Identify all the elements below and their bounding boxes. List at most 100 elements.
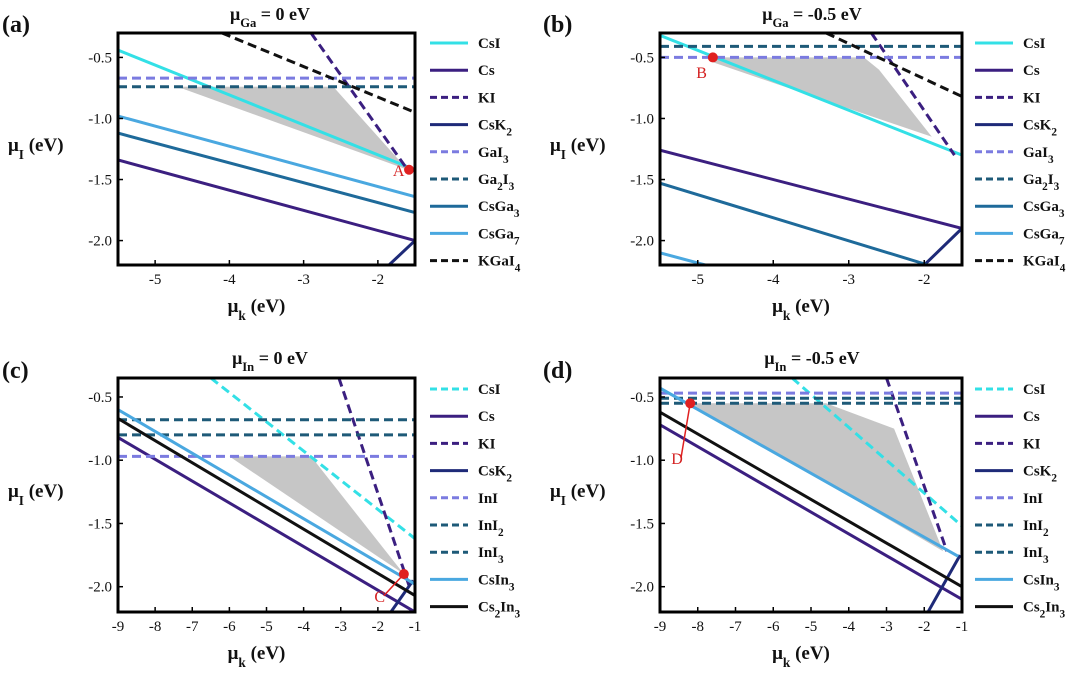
series-line-KI — [885, 378, 949, 552]
point-label-B: B — [696, 65, 707, 82]
series-line-CsIn3 — [660, 386, 959, 558]
y-tick-label: -1.5 — [630, 173, 654, 189]
legend-label-InI2: InI2 — [478, 518, 504, 539]
x-tick-label: -2 — [918, 272, 931, 288]
series-line-KI — [870, 33, 956, 156]
x-tick-label: -8 — [149, 619, 162, 635]
panel-title: μIn = -0.5 eV — [764, 348, 859, 374]
legend-label-KGaI4: KGaI4 — [1023, 254, 1066, 275]
panel-b: (b) μGa = -0.5 eV B -5 -4 -3 -2 -0.5 -1.0 -1.5 -2.… — [543, 4, 1066, 323]
x-tick-label: -2 — [372, 272, 385, 288]
series-line-KGaI4 — [221, 33, 415, 114]
series-line-CsGa7 — [660, 251, 706, 265]
y-tick-label: -0.5 — [88, 390, 112, 406]
series-line-CsI — [660, 34, 962, 157]
x-tick-label: -5 — [260, 619, 273, 635]
y-axis-title: μI (eV) — [8, 481, 64, 508]
y-tick-label: -1.5 — [88, 173, 112, 189]
legend-label-CsK2: CsK2 — [1023, 118, 1057, 139]
series-line-CsI — [118, 48, 415, 172]
series-line-CsK2 — [389, 579, 415, 612]
point-A — [404, 164, 415, 175]
y-tick-label: -2.0 — [630, 580, 654, 596]
x-tick-label: -4 — [843, 619, 856, 635]
series-line-Cs — [118, 158, 415, 243]
x-tick-label: -5 — [692, 272, 705, 288]
legend-label-InI: InI — [1023, 491, 1043, 507]
x-tick-label: -6 — [223, 619, 236, 635]
legend-label-CsIn3: CsIn3 — [478, 572, 515, 593]
point-leader-D — [680, 403, 691, 459]
legend-label-CsGa3: CsGa3 — [478, 199, 520, 220]
panel-title: μIn = 0 eV — [232, 348, 308, 374]
legend-label-CsGa7: CsGa7 — [478, 226, 520, 247]
panel-c: (c) μIn = 0 eV C -9 -8 -7 -6 -5 -4 -3 -2 -1 -0.5 -1.0… — [2, 348, 520, 670]
legend-label-Cs: Cs — [478, 63, 495, 79]
legend-label-Cs2In3: Cs2In3 — [1023, 600, 1065, 621]
plot-frame — [116, 376, 417, 614]
x-tick-label: -5 — [805, 619, 818, 635]
y-tick-label: -1.0 — [88, 111, 112, 127]
plot-frame — [658, 31, 964, 267]
legend-label-KGaI4: KGaI4 — [478, 254, 521, 275]
series-line-Cs2In3 — [118, 417, 415, 597]
legend-label-CsIn3: CsIn3 — [1023, 572, 1060, 593]
x-tick-label: -4 — [297, 619, 310, 635]
panel-label: (b) — [543, 12, 572, 38]
legend-label-GaI3: GaI3 — [1023, 145, 1054, 166]
y-tick-label: -1.0 — [88, 453, 112, 469]
legend-label-KI: KI — [1023, 436, 1041, 452]
x-tick-label: -5 — [149, 272, 162, 288]
series-line-CsK2 — [387, 239, 415, 265]
series-line-CsK2 — [926, 554, 962, 612]
panel-d: (d) μIn = -0.5 eV D -9 -8 -7 -6 -5 -4 -3 -2 -1 -0.5 -… — [543, 348, 1065, 670]
series-line-Cs — [660, 148, 962, 230]
legend: CsI Cs KI CsK2 GaI3 Ga2I3 CsGa3 CsGa7 KGaI4 — [975, 36, 1066, 275]
plot-area — [118, 378, 415, 612]
legend: CsI Cs KI CsK2 InI InI2 InI3 CsIn3 Cs2In3 — [975, 382, 1065, 621]
point-C — [398, 569, 409, 580]
series-line-CsGa3 — [660, 181, 929, 265]
series-line-Cs — [118, 436, 415, 612]
x-tick-label: -1 — [956, 619, 969, 635]
y-axis-title: μI (eV) — [8, 135, 64, 162]
y-tick-label: -2.0 — [88, 580, 112, 596]
y-tick-label: -1.0 — [630, 111, 654, 127]
legend-label-CsK2: CsK2 — [478, 464, 512, 485]
x-tick-label: -7 — [186, 619, 199, 635]
x-tick-label: -3 — [843, 272, 856, 288]
y-tick-label: -0.5 — [88, 50, 112, 66]
panel-label: (c) — [2, 358, 29, 384]
x-tick-label: -3 — [297, 272, 310, 288]
x-tick-label: -1 — [409, 619, 422, 635]
legend-label-CsI: CsI — [1023, 382, 1046, 398]
point-B — [707, 52, 718, 63]
point-label-C: C — [374, 589, 385, 606]
stable-region — [690, 403, 944, 552]
x-tick-label: -3 — [880, 619, 893, 635]
legend: CsI Cs KI CsK2 GaI3 Ga2I3 CsGa3 CsGa7 KGaI4 — [430, 36, 521, 275]
legend-label-Cs: Cs — [1023, 63, 1040, 79]
series-line-KGaI4 — [825, 33, 962, 98]
y-tick-label: -2.0 — [630, 234, 654, 250]
legend-label-Cs2In3: Cs2In3 — [478, 600, 520, 621]
legend-label-Ga2I3: Ga2I3 — [1023, 172, 1060, 193]
panel-label: (d) — [543, 358, 572, 384]
legend-label-CsGa3: CsGa3 — [1023, 199, 1065, 220]
legend-label-InI: InI — [478, 491, 498, 507]
x-tick-label: -6 — [767, 619, 780, 635]
legend-label-Cs: Cs — [1023, 409, 1040, 425]
x-tick-label: -4 — [223, 272, 236, 288]
x-tick-label: -2 — [372, 619, 385, 635]
point-label-D: D — [671, 451, 683, 468]
legend: CsI Cs KI CsK2 InI InI2 InI3 CsIn3 Cs2In3 — [430, 382, 520, 621]
panel-title: μGa = 0 eV — [230, 4, 310, 30]
x-tick-label: -7 — [729, 619, 742, 635]
legend-label-InI3: InI3 — [1023, 545, 1049, 566]
x-tick-label: -2 — [918, 619, 931, 635]
series-line-KI — [337, 378, 411, 588]
legend-label-Cs: Cs — [478, 409, 495, 425]
legend-label-CsI: CsI — [478, 382, 501, 398]
x-axis-title: μk (eV) — [228, 643, 286, 670]
series-line-CsI — [209, 378, 415, 540]
